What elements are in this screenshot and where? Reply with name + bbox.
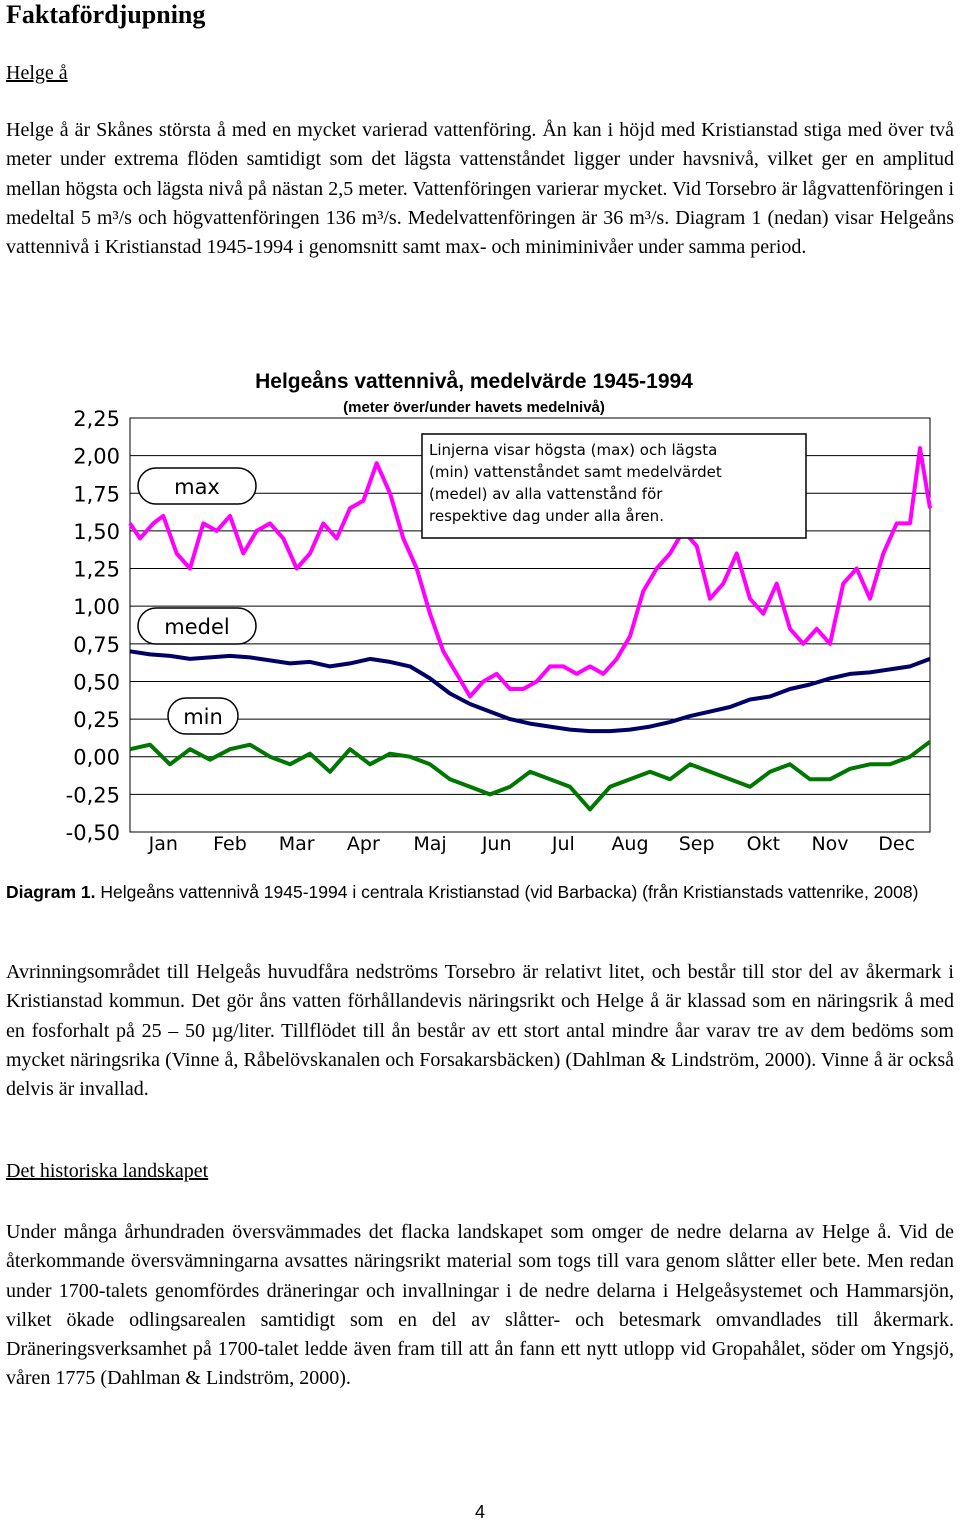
legend-line: respektive dag under alla åren.: [429, 507, 664, 525]
history-paragraph: Under många århundraden översvämmades de…: [6, 1218, 954, 1394]
legend-line: (medel) av alla vattenstånd för: [429, 485, 663, 503]
y-tick-label: -0,25: [66, 783, 120, 807]
y-tick-label: 0,00: [73, 746, 120, 770]
label-medel: medel: [138, 608, 256, 644]
x-tick-label: Aug: [611, 833, 648, 855]
chart-title: Helgeåns vattennivå, medelvärde 1945-199…: [255, 370, 693, 393]
legend-box: Linjerna visar högsta (max) och lägsta (…: [422, 434, 806, 538]
caption-label: Diagram 1.: [6, 882, 95, 902]
svg-text:medel: medel: [164, 615, 229, 639]
water-level-chart: Helgeåns vattennivå, medelvärde 1945-199…: [40, 360, 940, 860]
y-tick-label: 0,25: [73, 708, 120, 732]
caption-text: Helgeåns vattennivå 1945-1994 i centrala…: [95, 882, 918, 902]
y-tick-label: 0,50: [73, 670, 120, 694]
legend-line: (min) vattenståndet samt medelvärdet: [429, 463, 722, 481]
chart-subtitle: (meter över/under havets medelnivå): [343, 399, 605, 416]
x-tick-label: Nov: [811, 833, 848, 855]
label-max: max: [138, 468, 256, 504]
section-link-helge-a[interactable]: Helge å: [6, 62, 68, 85]
x-tick-label: Sep: [679, 833, 715, 855]
x-tick-label: Maj: [413, 833, 446, 855]
y-tick-label: 0,75: [73, 633, 120, 657]
svg-text:max: max: [174, 475, 220, 499]
x-tick-label: Dec: [878, 833, 915, 855]
x-tick-label: Mar: [279, 833, 315, 855]
x-tick-label: Jan: [148, 833, 178, 855]
x-tick-label: Okt: [747, 833, 780, 855]
legend-line: Linjerna visar högsta (max) och lägsta: [429, 441, 717, 459]
x-axis-ticks: Jan Feb Mar Apr Maj Jun Jul Aug Sep Okt Nov Dec: [148, 833, 915, 855]
x-tick-label: Jul: [551, 833, 575, 855]
y-tick-label: -0,50: [66, 821, 120, 845]
y-tick-label: 2,25: [73, 407, 120, 431]
x-tick-label: Apr: [347, 833, 380, 855]
drainage-paragraph: Avrinningsområdet till Helgeås huvudfåra…: [6, 958, 954, 1104]
x-tick-label: Jun: [481, 833, 512, 855]
y-tick-label: 1,50: [73, 520, 120, 544]
label-min: min: [168, 698, 238, 734]
x-tick-label: Feb: [213, 833, 247, 855]
intro-paragraph: Helge å är Skånes största å med en mycke…: [6, 116, 954, 262]
y-tick-label: 1,00: [73, 595, 120, 619]
y-axis-ticks: 2,25 2,00 1,75 1,50 1,25 1,00 0,75 0,50 0,25 0,00…: [66, 407, 120, 845]
svg-text:min: min: [183, 705, 223, 729]
section-link-historiska-landskapet[interactable]: Det historiska landskapet: [6, 1160, 208, 1183]
y-tick-label: 1,25: [73, 558, 120, 582]
page-number: 4: [0, 1502, 960, 1523]
y-tick-label: 2,00: [73, 445, 120, 469]
figure-caption: Diagram 1. Helgeåns vattennivå 1945-1994…: [6, 880, 954, 904]
y-tick-label: 1,75: [73, 482, 120, 506]
page-heading: Faktafördjupning: [6, 0, 205, 30]
